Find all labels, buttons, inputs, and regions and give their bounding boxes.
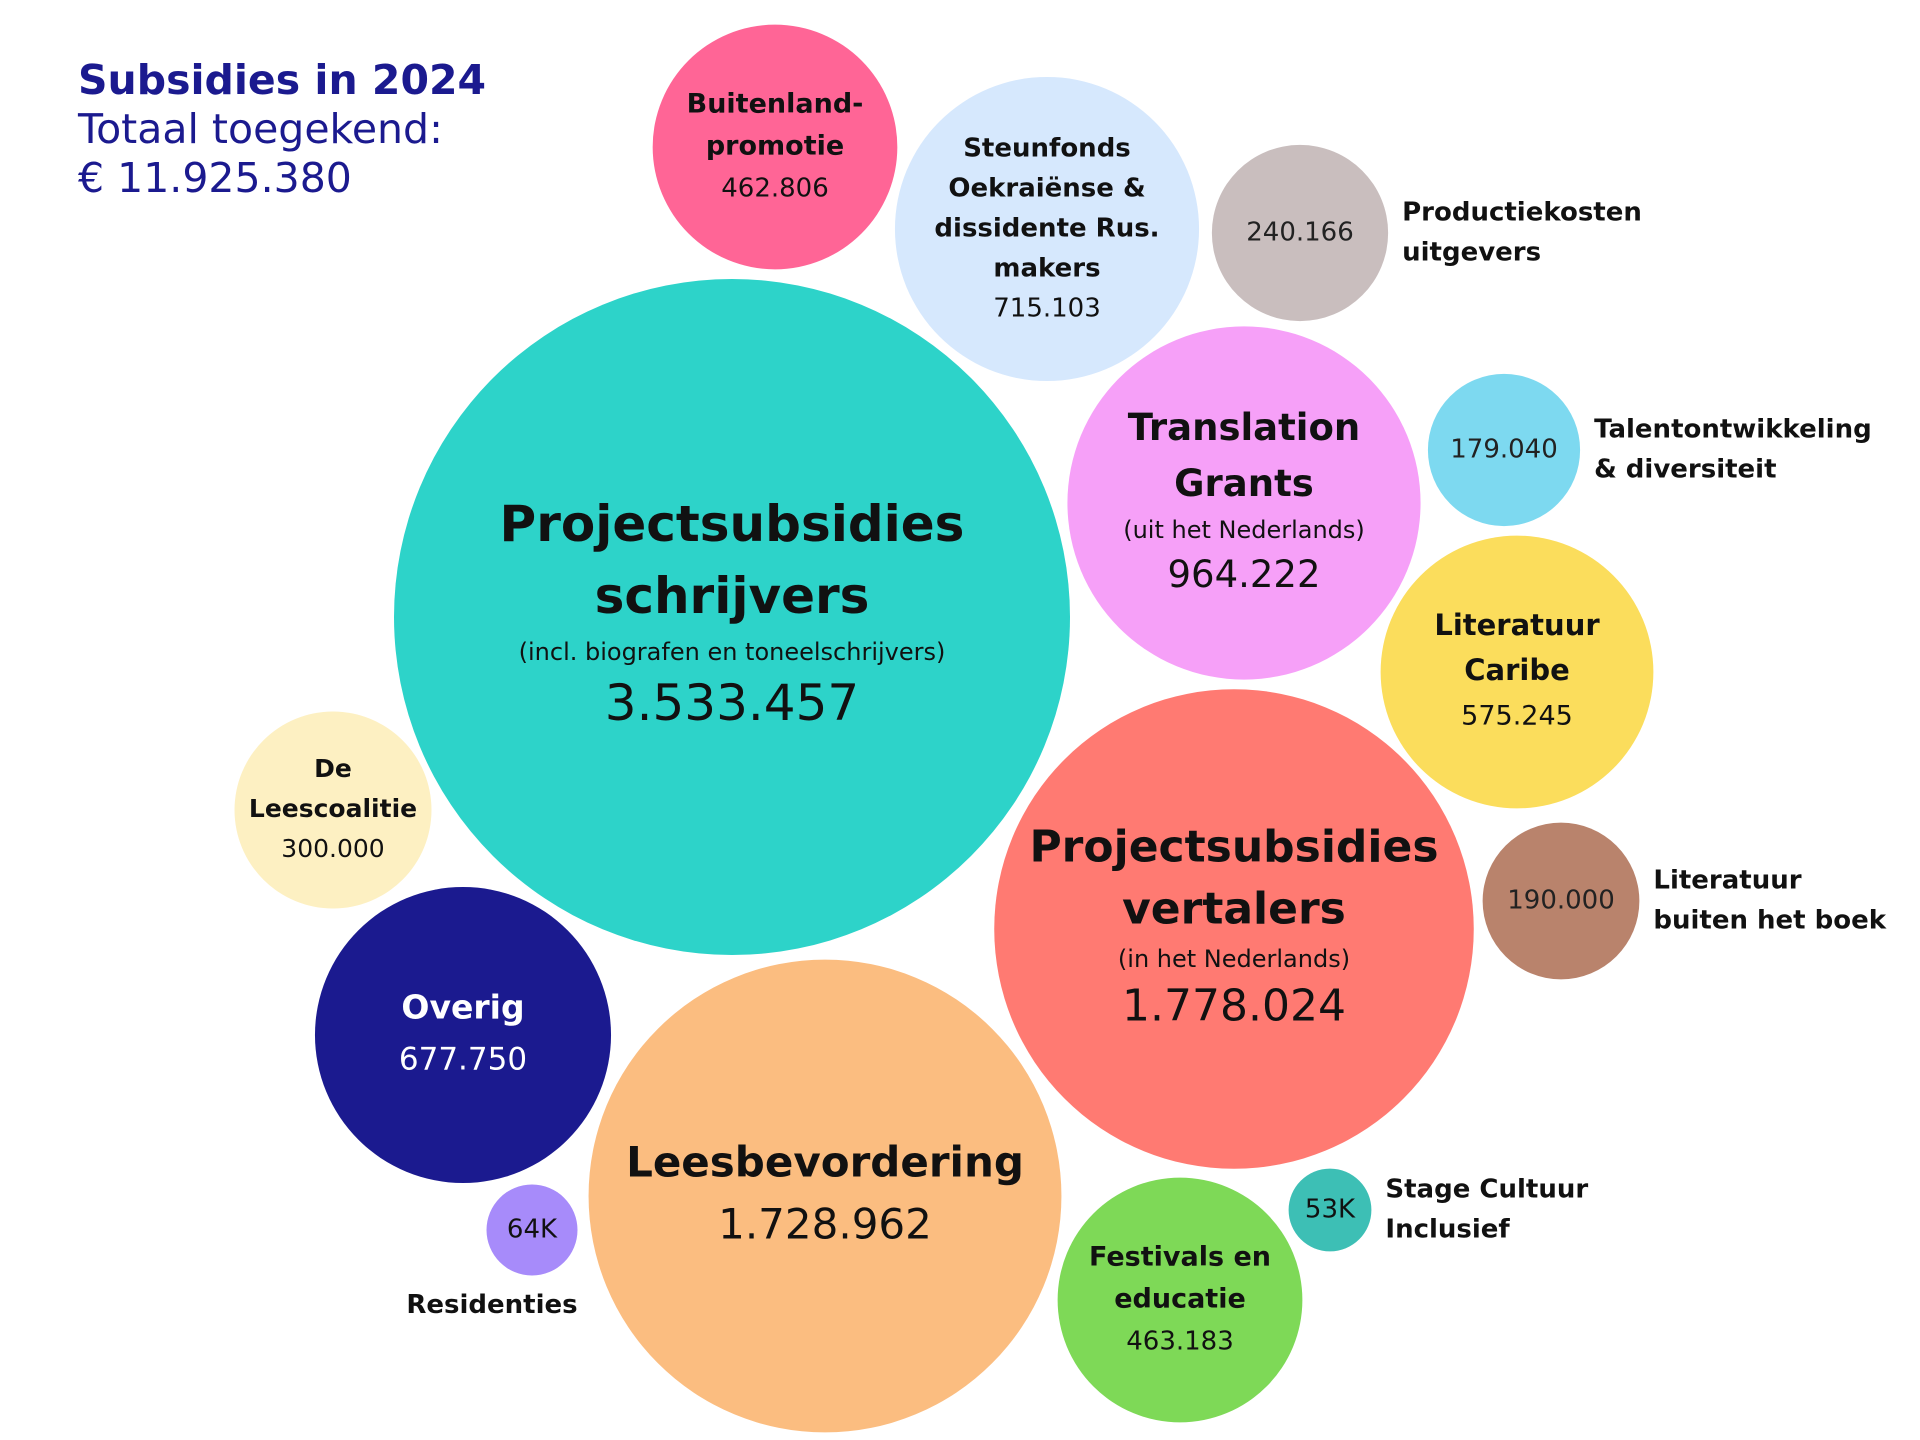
bubble-circle [394, 279, 1070, 955]
bubble-overig: Overig 677.750 [314, 886, 612, 1184]
bubble-value: 300.000 [281, 834, 384, 863]
bubble-circle [1380, 535, 1654, 809]
bubble-value: 64K [507, 1215, 558, 1245]
bubble-label: Oekraiënse & [948, 174, 1145, 204]
bubble-label: Overig [401, 988, 524, 1027]
bubble-label: Translation [1128, 406, 1361, 449]
bubble-value: 677.750 [399, 1042, 527, 1078]
bubble-circle [894, 76, 1200, 382]
bubble-label: Leesbevordering [626, 1138, 1024, 1187]
bubble-value: 715.103 [993, 294, 1101, 324]
bubble-circle [588, 959, 1062, 1433]
bubble-label: Literatuur [1434, 608, 1600, 642]
bubble-label: Productiekosten [1402, 198, 1642, 228]
bubble-label: Inclusief [1385, 1215, 1510, 1245]
bubble-label: Festivals en [1089, 1242, 1271, 1273]
bubble-label: dissidente Rus. [934, 214, 1159, 244]
bubble-label: educatie [1114, 1284, 1246, 1315]
bubble-festivals-en-educatie: Festivals en educatie 463.183 [1057, 1177, 1303, 1423]
bubble-label: makers [993, 254, 1100, 284]
bubble-label: Leescoalitie [249, 794, 417, 823]
bubble-productiekosten-uitgevers: 240.166 Productiekosten uitgevers [1211, 144, 1642, 322]
bubble-circle [486, 1184, 578, 1276]
bubble-label: Talentontwikkeling [1594, 415, 1872, 445]
bubble-de-leescoalitie: De Leescoalitie 300.000 [234, 711, 432, 909]
bubble-label: Residenties [406, 1290, 577, 1320]
bubble-label: Projectsubsidies [1029, 822, 1438, 873]
bubble-steunfonds-oekrai-nse-dissidente-rus-makers: Steunfonds Oekraiënse & dissidente Rus. mak… [894, 76, 1200, 382]
bubble-label: promotie [706, 131, 844, 162]
bubble-stage-cultuur-inclusief: 53K Stage Cultuur Inclusief [1288, 1168, 1588, 1252]
bubble-value: 240.166 [1246, 218, 1354, 248]
bubble-literatuur-caribe: Literatuur Caribe 575.245 [1380, 535, 1654, 809]
bubble-value: 190.000 [1507, 886, 1615, 916]
bubble-note: (uit het Nederlands) [1123, 516, 1365, 544]
bubble-residenties: 64K Residenties [406, 1184, 578, 1320]
bubble-value: 3.533.457 [605, 674, 859, 732]
bubble-value: 1.728.962 [718, 1200, 932, 1249]
bubble-value: 179.040 [1450, 435, 1558, 465]
bubble-label: Literatuur [1653, 866, 1801, 896]
bubble-circle [1482, 822, 1640, 980]
bubble-label: Steunfonds [963, 134, 1131, 164]
bubble-value: 575.245 [1461, 701, 1573, 732]
bubble-label: Projectsubsidies [500, 495, 965, 553]
bubble-buitenland-promotie: Buitenland-promotie 462.806 [652, 24, 898, 270]
bubble-label: Caribe [1464, 653, 1570, 687]
chart-title-block: Subsidies in 2024 Totaal toegekend: € 11… [78, 56, 486, 204]
bubble-value: 1.778.024 [1122, 980, 1346, 1031]
bubble-note: (incl. biografen en toneelschrijvers) [519, 638, 946, 666]
chart-subtitle-line2: € 11.925.380 [78, 154, 352, 203]
bubble-label: Stage Cultuur [1385, 1175, 1588, 1205]
bubble-translation-grants: Translation Grants (uit het Nederlands) 964… [1067, 326, 1421, 680]
bubble-talentontwikkeling-diversiteit: 179.040 Talentontwikkeling & diversiteit [1427, 373, 1872, 527]
bubble-value: 462.806 [721, 174, 829, 204]
bubble-value: 964.222 [1167, 553, 1320, 596]
bubble-circle [994, 689, 1474, 1169]
bubble-projectsubsidies-vertalers: Projectsubsidies vertalers (in het Nederla… [994, 689, 1474, 1169]
bubble-circle [1427, 373, 1581, 527]
chart-title: Subsidies in 2024 [78, 56, 487, 104]
bubble-circle [1067, 326, 1421, 680]
bubble-circle [1057, 1177, 1303, 1423]
bubble-leesbevordering: Leesbevordering 1.728.962 [588, 959, 1062, 1433]
bubble-label: Buitenland- [687, 89, 864, 120]
chart-subtitle-line1: Totaal toegekend: [78, 105, 443, 154]
bubble-projectsubsidies-schrijvers: Projectsubsidies schrijvers (incl. biograf… [394, 279, 1070, 955]
bubble-circle [314, 886, 612, 1184]
bubble-circle [652, 24, 898, 270]
bubble-note: (in het Nederlands) [1118, 945, 1350, 973]
bubble-literatuur-buiten-het-boek: 190.000 Literatuur buiten het boek [1482, 822, 1887, 980]
bubble-label: Grants [1174, 462, 1314, 505]
bubble-circle [1211, 144, 1389, 322]
bubble-circle [234, 711, 432, 909]
bubble-label: schrijvers [595, 567, 870, 625]
bubble-label: vertalers [1122, 884, 1346, 935]
bubble-label: uitgevers [1402, 238, 1541, 268]
bubble-value: 53K [1305, 1195, 1356, 1225]
bubble-label: De [314, 754, 352, 783]
bubble-label: buiten het boek [1653, 906, 1886, 936]
bubble-label: & diversiteit [1594, 455, 1776, 485]
bubble-circle [1288, 1168, 1372, 1252]
bubble-value: 463.183 [1126, 1327, 1234, 1357]
